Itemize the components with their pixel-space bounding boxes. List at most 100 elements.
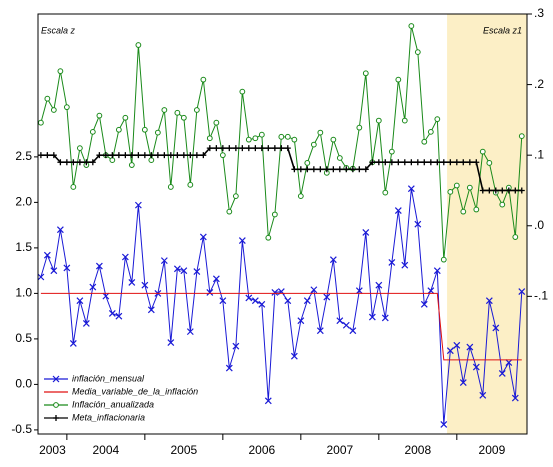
data-point xyxy=(258,131,265,138)
legend-marker xyxy=(53,402,59,408)
data-point xyxy=(160,257,168,265)
data-point xyxy=(128,279,136,286)
data-point xyxy=(460,159,467,166)
data-point xyxy=(161,152,168,159)
data-point xyxy=(473,159,480,166)
data-point xyxy=(291,166,298,173)
data-point xyxy=(453,159,460,166)
data-point xyxy=(135,152,142,159)
data-point xyxy=(382,159,389,166)
data-point xyxy=(56,226,64,234)
data-point xyxy=(109,152,116,159)
data-point xyxy=(206,145,213,152)
data-point xyxy=(154,129,161,136)
data-point xyxy=(134,201,142,209)
data-point xyxy=(82,320,90,327)
data-point xyxy=(83,159,90,166)
data-point xyxy=(310,166,317,173)
data-point xyxy=(226,145,233,152)
data-point xyxy=(76,297,84,305)
data-point xyxy=(316,327,324,335)
data-point xyxy=(76,145,83,152)
data-point xyxy=(407,185,415,193)
data-point xyxy=(167,339,175,346)
data-point xyxy=(232,193,239,200)
data-point xyxy=(355,287,363,295)
data-point xyxy=(362,166,369,173)
data-point xyxy=(43,251,51,259)
x-tick-label: 2003 xyxy=(39,443,66,457)
data-point xyxy=(70,159,77,166)
data-point xyxy=(108,309,116,317)
data-point xyxy=(154,152,161,159)
data-point xyxy=(434,159,441,166)
data-point xyxy=(518,133,525,140)
data-point xyxy=(193,268,201,275)
data-point xyxy=(251,297,259,305)
data-point xyxy=(167,184,174,190)
data-point xyxy=(486,187,493,194)
data-point xyxy=(375,159,382,166)
data-point xyxy=(414,220,422,228)
y2-tick-label: .3 xyxy=(534,6,544,20)
data-point xyxy=(310,141,317,148)
data-point xyxy=(375,281,383,289)
data-point xyxy=(213,119,220,126)
data-point xyxy=(252,135,259,142)
data-point xyxy=(148,152,155,159)
legend-label: inflación_mensual xyxy=(72,373,145,383)
y-tick-label: 2.5 xyxy=(15,149,32,163)
data-point xyxy=(102,152,109,159)
data-point xyxy=(147,306,155,314)
data-point xyxy=(186,328,194,336)
data-point xyxy=(141,126,148,133)
data-point xyxy=(395,159,402,166)
data-point xyxy=(50,152,57,159)
data-point xyxy=(219,152,226,159)
data-point xyxy=(245,145,252,152)
data-point xyxy=(187,152,194,159)
data-point xyxy=(206,135,213,142)
data-point xyxy=(499,187,506,194)
data-point xyxy=(336,155,343,161)
data-point xyxy=(362,70,369,77)
data-point xyxy=(291,136,298,143)
data-point xyxy=(232,342,240,350)
data-point xyxy=(271,145,278,152)
y2-tick-label: .0 xyxy=(534,218,544,232)
data-point xyxy=(420,300,428,308)
data-point xyxy=(440,421,448,428)
data-point xyxy=(96,152,103,159)
data-point xyxy=(440,159,447,166)
data-point xyxy=(395,76,402,83)
data-point xyxy=(317,166,324,173)
data-point xyxy=(512,187,519,194)
data-point xyxy=(336,317,344,325)
annotation: Escala z xyxy=(41,25,76,35)
data-point xyxy=(219,145,226,152)
y2-tick-label: .1 xyxy=(534,147,544,161)
data-point xyxy=(382,189,389,196)
data-point xyxy=(63,159,70,166)
data-point xyxy=(336,166,343,173)
data-point xyxy=(323,166,330,173)
data-point xyxy=(50,107,57,113)
data-point xyxy=(128,152,135,159)
data-point xyxy=(414,159,421,166)
data-point xyxy=(427,128,434,135)
data-point xyxy=(388,259,396,266)
y2-tick-label: -.1 xyxy=(534,289,548,303)
data-point xyxy=(69,340,77,347)
data-point xyxy=(180,152,187,159)
data-point xyxy=(109,157,116,164)
data-point xyxy=(161,107,168,113)
data-point xyxy=(499,201,506,208)
data-point xyxy=(401,117,408,124)
data-point xyxy=(278,145,285,152)
data-point xyxy=(485,297,493,305)
data-point xyxy=(258,300,266,308)
data-point xyxy=(239,88,246,95)
data-point xyxy=(284,297,292,305)
data-point xyxy=(453,182,460,189)
data-point xyxy=(193,152,200,159)
